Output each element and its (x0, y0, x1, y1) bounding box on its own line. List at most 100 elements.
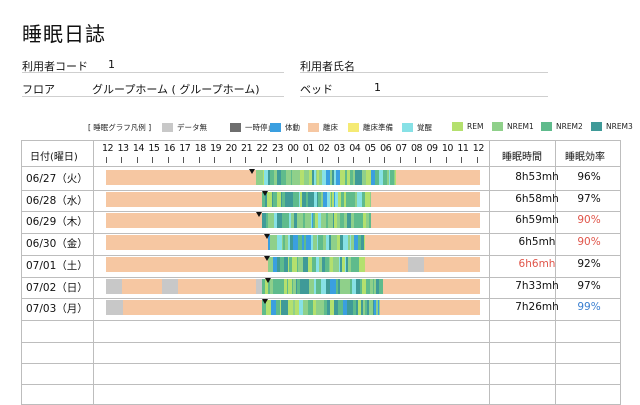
legend-label: NREM3 (606, 122, 633, 131)
sleep-stage-segment (341, 257, 344, 272)
table-row-divider (21, 233, 621, 234)
bedtime-marker-icon (265, 278, 272, 283)
bedtime-marker-icon (261, 191, 268, 196)
hour-tick-label: 01 (302, 143, 315, 154)
hour-tick-label: 00 (287, 143, 299, 154)
timeline-segment (383, 279, 480, 294)
sleep-stage-segment (297, 170, 301, 185)
sleep-stage-segment (343, 257, 346, 272)
timeline-segment (370, 213, 480, 228)
timeline-segment (408, 257, 424, 272)
legend-swatch (591, 122, 602, 131)
sleep-stage-segment (362, 192, 366, 207)
hour-tick-label: 22 (256, 143, 269, 154)
sleep-stage-segment (342, 213, 344, 228)
sleep-stage-segment (255, 170, 260, 185)
sleep-stage-segment (311, 170, 314, 185)
sleep-stage-segment (381, 279, 384, 294)
sleep-stage-segment (279, 300, 282, 315)
hour-tick (198, 157, 200, 163)
hour-tick-label: 05 (364, 143, 377, 154)
sleep-stage-segment (285, 192, 290, 207)
timeline-segment (106, 170, 256, 185)
sleep-stage-segment (357, 192, 363, 207)
table-row-divider (21, 190, 621, 191)
legend-swatch (270, 123, 281, 132)
sleep-stage-segment (322, 170, 327, 185)
row-sleep-time: 6h59mh (515, 214, 559, 226)
row-sleep-time: 6h58mh (515, 193, 559, 205)
sleep-stage-segment (375, 279, 380, 294)
hour-tick (136, 157, 138, 163)
row-date: 06/30（金） (26, 238, 88, 250)
sleep-stage-segment (301, 235, 305, 250)
sleep-stage-segment (379, 300, 381, 315)
sleep-stage-segment (334, 170, 336, 185)
user-name-label: 利用者氏名 (300, 60, 355, 73)
legend-item: NREM1 (492, 122, 534, 131)
sleep-stage-segment (273, 170, 278, 185)
row-sleep-efficiency: 96% (577, 171, 601, 183)
sleep-stage-segment (346, 300, 349, 315)
sleep-stage-segment (268, 279, 271, 294)
sleep-stage-segment (275, 300, 281, 315)
sleep-stage-segment (342, 300, 347, 315)
hour-tick-label: 20 (225, 143, 238, 154)
row-sleep-time: 8h53mh (515, 171, 559, 183)
table-row-divider (21, 298, 621, 299)
sleep-stage-segment (276, 170, 282, 185)
sleep-stage-segment (293, 300, 296, 315)
timeline-segment (370, 192, 480, 207)
sleep-stage-segment (330, 257, 333, 272)
sleep-stage-segment (365, 279, 371, 294)
sleep-stage-segment (319, 257, 323, 272)
sleep-stage-segment (265, 279, 269, 294)
sleep-stage-segment (264, 170, 269, 185)
sleep-stage-segment (305, 170, 309, 185)
sleep-stage-segment (287, 279, 293, 294)
hour-tick (353, 157, 355, 163)
timeline-segment (106, 300, 124, 315)
row-sleep-time: 6h5mh (518, 236, 556, 248)
sleep-stage-segment (261, 300, 267, 315)
sleep-stage-segment (315, 300, 321, 315)
hour-tick-label: 02 (318, 143, 330, 154)
sleep-stage-segment (277, 213, 282, 228)
sleep-stage-segment (312, 257, 317, 272)
sleep-stage-segment (276, 257, 281, 272)
sleep-stage-segment (333, 279, 337, 294)
legend-item: NREM2 (541, 122, 583, 131)
sleep-stage-segment (303, 213, 306, 228)
sleep-stage-segment (311, 257, 313, 272)
timeline-segment (121, 279, 163, 294)
hour-tick-label: 11 (457, 143, 469, 154)
sleep-stage-segment (304, 170, 307, 185)
hour-tick-label: 14 (132, 143, 145, 154)
sleep-stage-segment (267, 170, 271, 185)
sleep-stage-segment (315, 213, 318, 228)
legend-swatch (348, 123, 359, 132)
sleep-stage-segment (364, 300, 368, 315)
row-date: 06/29（木） (26, 216, 88, 228)
sleep-stage-segment (361, 235, 365, 250)
timeline-segment (364, 235, 480, 250)
sleep-stage-segment (386, 170, 390, 185)
sleep-stage-segment (323, 192, 328, 207)
table-row-divider (21, 384, 621, 385)
sleep-stage-segment (394, 170, 397, 185)
sleep-stage-segment (368, 213, 372, 228)
sleep-timeline-bar (106, 257, 480, 272)
timeline-segment (364, 257, 409, 272)
sleep-stage-segment (283, 235, 286, 250)
floor-label: フロア (22, 83, 55, 96)
sleep-stage-segment (320, 300, 325, 315)
sleep-stage-segment (344, 257, 347, 272)
sleep-graph-legend: [ 睡眠グラフ凡例 ] データ無 一時停止 体動 離床 離床準備 覚醒 REM NREM1 NR… (88, 122, 633, 134)
sleep-stage-segment (361, 170, 367, 185)
sleep-stage-segment (333, 192, 336, 207)
bed-underline (300, 96, 548, 97)
sleep-stage-segment (374, 300, 377, 315)
sleep-stage-segment (383, 170, 388, 185)
sleep-stage-segment (265, 192, 268, 207)
sleep-stage-segment (340, 257, 343, 272)
